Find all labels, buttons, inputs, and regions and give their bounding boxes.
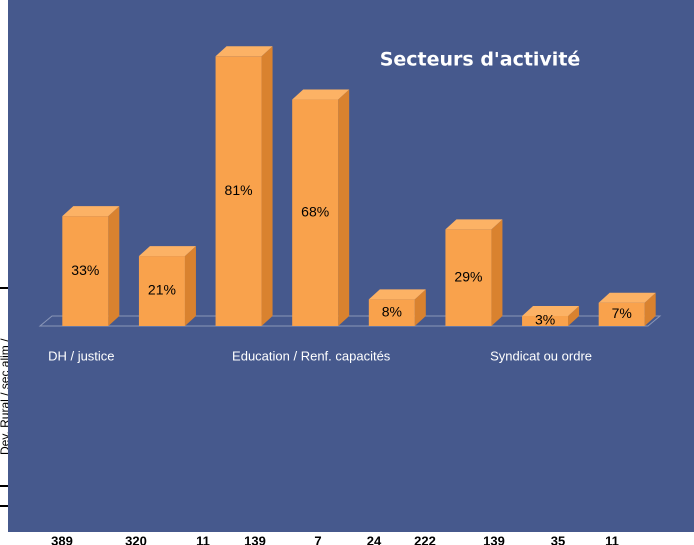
sheet-value: 320 <box>125 533 147 545</box>
sheet-value: 24 <box>367 533 382 545</box>
bar-top <box>368 289 426 300</box>
bar-top <box>445 219 503 230</box>
sheet-value: 11 <box>196 533 210 545</box>
bar <box>215 56 262 327</box>
bar-side <box>491 219 503 326</box>
bar-top <box>215 46 273 57</box>
bar <box>292 99 339 326</box>
sheet-value: 139 <box>244 533 266 545</box>
bar <box>445 229 492 326</box>
sheet-value: 11 <box>605 533 619 545</box>
x-tick-label: DH / justice <box>48 348 114 363</box>
sheet-value: 139 <box>483 533 505 545</box>
bar-side <box>184 246 196 326</box>
x-tick-label: Education / Renf. capacités <box>232 348 391 363</box>
bar <box>598 302 645 326</box>
sheet-value: 389 <box>51 533 73 545</box>
bar-side <box>108 206 120 326</box>
bar-top <box>598 292 656 303</box>
bar <box>138 256 185 326</box>
bar-side <box>261 46 273 327</box>
bar <box>62 216 109 326</box>
bar <box>368 299 415 326</box>
data-label: 8% <box>382 303 402 319</box>
sheet-value: 35 <box>551 533 565 545</box>
bar-top <box>292 89 350 100</box>
x-tick-label: Syndicat ou ordre <box>490 348 592 363</box>
data-label: 68% <box>301 203 329 219</box>
data-label: 81% <box>225 182 253 198</box>
data-label: 33% <box>71 262 99 278</box>
bar-side <box>568 306 580 326</box>
bar-side <box>414 289 426 326</box>
chart-title: Secteurs d'activité <box>380 49 581 71</box>
data-label: 7% <box>612 305 632 321</box>
data-label: 29% <box>454 268 482 284</box>
bar-side <box>338 89 350 326</box>
floor <box>38 315 662 327</box>
bar-side <box>644 292 656 326</box>
bar-top <box>62 206 120 217</box>
data-label: 3% <box>535 312 555 328</box>
plot-background <box>8 0 694 532</box>
data-label: 21% <box>148 282 176 298</box>
sheet-value: 222 <box>414 533 436 545</box>
bar-top <box>522 306 580 317</box>
bar <box>522 316 569 326</box>
bar-top <box>138 246 196 257</box>
sheet-value: 7 <box>314 533 321 545</box>
